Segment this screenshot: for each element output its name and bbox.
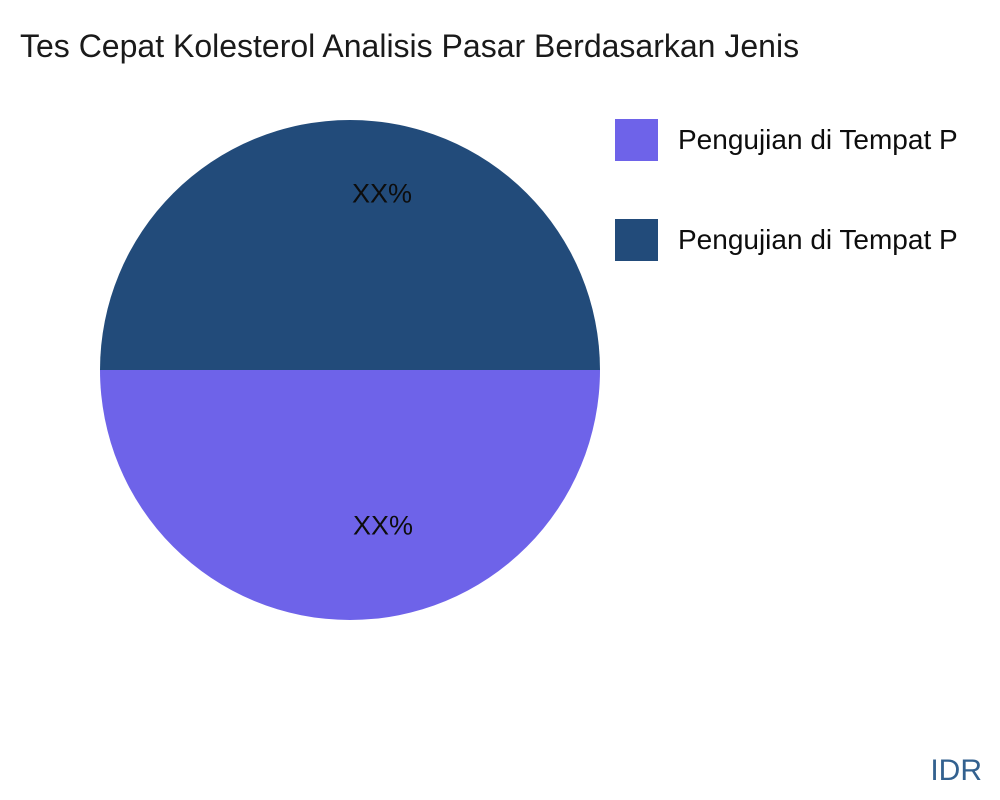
legend-swatch-darkblue xyxy=(615,219,658,261)
slice-label-top: XX% xyxy=(351,178,413,209)
chart-title: Tes Cepat Kolesterol Analisis Pasar Berd… xyxy=(20,28,800,64)
legend-item-1[interactable]: Pengujian di Tempat P xyxy=(615,219,958,261)
legend-label-1: Pengujian di Tempat P xyxy=(678,224,958,255)
pie-slice-bottom[interactable] xyxy=(100,370,600,620)
slice-label-bottom: XX% xyxy=(352,510,414,541)
legend-item-0[interactable]: Pengujian di Tempat P xyxy=(615,119,958,161)
legend-label-0: Pengujian di Tempat P xyxy=(678,124,958,155)
pie-slice-top[interactable] xyxy=(100,120,600,370)
watermark-idr: IDR xyxy=(930,754,982,787)
legend-swatch-purple xyxy=(615,119,658,161)
